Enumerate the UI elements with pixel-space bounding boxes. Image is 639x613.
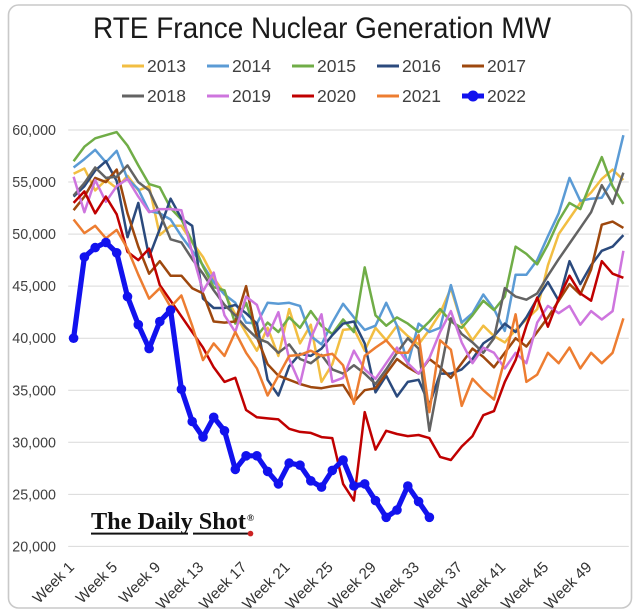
svg-text:2017: 2017 [487, 56, 526, 76]
svg-text:2019: 2019 [232, 86, 271, 106]
svg-text:55,000: 55,000 [12, 175, 56, 191]
svg-text:25,000: 25,000 [12, 487, 56, 503]
svg-text:2021: 2021 [402, 86, 441, 106]
svg-text:The Daily Shot: The Daily Shot [91, 509, 246, 535]
svg-text:RTE France Nuclear Generation: RTE France Nuclear Generation MW [93, 12, 552, 45]
svg-text:30,000: 30,000 [12, 435, 56, 451]
svg-text:2015: 2015 [317, 56, 356, 76]
svg-text:2014: 2014 [232, 56, 271, 76]
svg-text:40,000: 40,000 [12, 331, 56, 347]
svg-text:2016: 2016 [402, 56, 441, 76]
svg-text:2020: 2020 [317, 86, 356, 106]
svg-text:2013: 2013 [147, 56, 186, 76]
svg-text:®: ® [247, 513, 254, 524]
svg-text:35,000: 35,000 [12, 383, 56, 399]
svg-text:2018: 2018 [147, 86, 186, 106]
svg-text:45,000: 45,000 [12, 279, 56, 295]
svg-text:60,000: 60,000 [12, 123, 56, 139]
svg-text:2022: 2022 [487, 86, 526, 106]
svg-text:20,000: 20,000 [12, 539, 56, 555]
svg-text:50,000: 50,000 [12, 227, 56, 243]
